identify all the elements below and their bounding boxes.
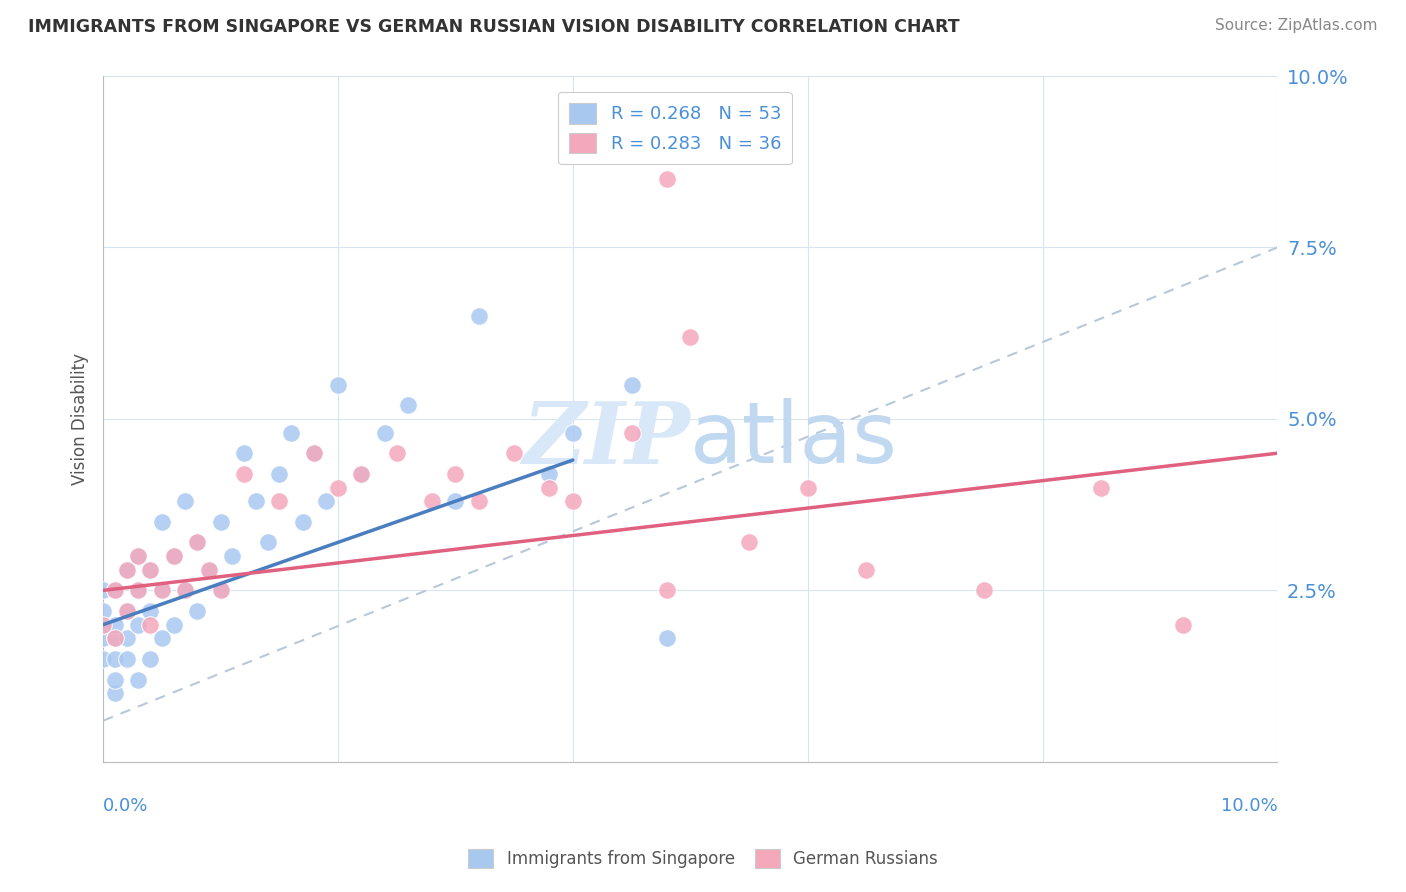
- Point: [561, 494, 583, 508]
- Point: [304, 446, 326, 460]
- Point: [139, 617, 162, 632]
- Point: [620, 377, 643, 392]
- Point: [162, 549, 184, 563]
- Point: [104, 583, 127, 598]
- Point: [973, 583, 995, 598]
- Point: [738, 535, 761, 549]
- Point: [174, 583, 197, 598]
- Point: [374, 425, 396, 440]
- Point: [104, 617, 127, 632]
- Point: [304, 446, 326, 460]
- Point: [139, 563, 162, 577]
- Point: [444, 467, 467, 481]
- Point: [174, 494, 197, 508]
- Point: [538, 467, 561, 481]
- Point: [139, 652, 162, 666]
- Point: [350, 467, 373, 481]
- Point: [198, 563, 221, 577]
- Point: [233, 467, 256, 481]
- Point: [127, 673, 149, 687]
- Point: [162, 617, 184, 632]
- Point: [655, 583, 678, 598]
- Point: [315, 494, 337, 508]
- Point: [796, 481, 818, 495]
- Point: [245, 494, 267, 508]
- Point: [127, 583, 149, 598]
- Point: [326, 481, 349, 495]
- Point: [280, 425, 302, 440]
- Point: [256, 535, 278, 549]
- Point: [127, 549, 149, 563]
- Point: [162, 549, 184, 563]
- Point: [620, 425, 643, 440]
- Point: [150, 632, 173, 646]
- Text: atlas: atlas: [690, 398, 898, 481]
- Point: [139, 563, 162, 577]
- Point: [221, 549, 243, 563]
- Point: [291, 515, 314, 529]
- Point: [91, 617, 114, 632]
- Text: Source: ZipAtlas.com: Source: ZipAtlas.com: [1215, 18, 1378, 33]
- Point: [104, 686, 127, 700]
- Point: [127, 583, 149, 598]
- Point: [655, 172, 678, 186]
- Point: [209, 583, 232, 598]
- Point: [104, 583, 127, 598]
- Point: [655, 632, 678, 646]
- Point: [115, 563, 138, 577]
- Legend: Immigrants from Singapore, German Russians: Immigrants from Singapore, German Russia…: [461, 842, 945, 875]
- Point: [233, 446, 256, 460]
- Point: [150, 583, 173, 598]
- Point: [396, 398, 419, 412]
- Point: [420, 494, 443, 508]
- Point: [91, 652, 114, 666]
- Legend: R = 0.268   N = 53, R = 0.283   N = 36: R = 0.268 N = 53, R = 0.283 N = 36: [558, 92, 792, 164]
- Point: [855, 563, 877, 577]
- Point: [150, 515, 173, 529]
- Point: [468, 494, 491, 508]
- Y-axis label: Vision Disability: Vision Disability: [72, 353, 89, 485]
- Point: [326, 377, 349, 392]
- Point: [269, 494, 291, 508]
- Text: ZIP: ZIP: [523, 398, 690, 482]
- Point: [1090, 481, 1112, 495]
- Point: [115, 604, 138, 618]
- Point: [1173, 617, 1195, 632]
- Point: [104, 632, 127, 646]
- Point: [115, 563, 138, 577]
- Point: [91, 632, 114, 646]
- Point: [104, 652, 127, 666]
- Point: [538, 481, 561, 495]
- Point: [115, 632, 138, 646]
- Point: [91, 604, 114, 618]
- Point: [679, 329, 702, 343]
- Text: 10.0%: 10.0%: [1220, 797, 1277, 814]
- Point: [174, 583, 197, 598]
- Point: [115, 604, 138, 618]
- Point: [209, 515, 232, 529]
- Point: [350, 467, 373, 481]
- Point: [139, 604, 162, 618]
- Point: [444, 494, 467, 508]
- Point: [186, 535, 208, 549]
- Point: [104, 673, 127, 687]
- Point: [150, 583, 173, 598]
- Point: [385, 446, 408, 460]
- Point: [104, 632, 127, 646]
- Point: [269, 467, 291, 481]
- Point: [127, 617, 149, 632]
- Point: [503, 446, 526, 460]
- Point: [186, 535, 208, 549]
- Point: [186, 604, 208, 618]
- Text: 0.0%: 0.0%: [103, 797, 149, 814]
- Point: [198, 563, 221, 577]
- Point: [115, 652, 138, 666]
- Point: [127, 549, 149, 563]
- Text: IMMIGRANTS FROM SINGAPORE VS GERMAN RUSSIAN VISION DISABILITY CORRELATION CHART: IMMIGRANTS FROM SINGAPORE VS GERMAN RUSS…: [28, 18, 960, 36]
- Point: [209, 583, 232, 598]
- Point: [91, 617, 114, 632]
- Point: [561, 425, 583, 440]
- Point: [468, 309, 491, 323]
- Point: [91, 583, 114, 598]
